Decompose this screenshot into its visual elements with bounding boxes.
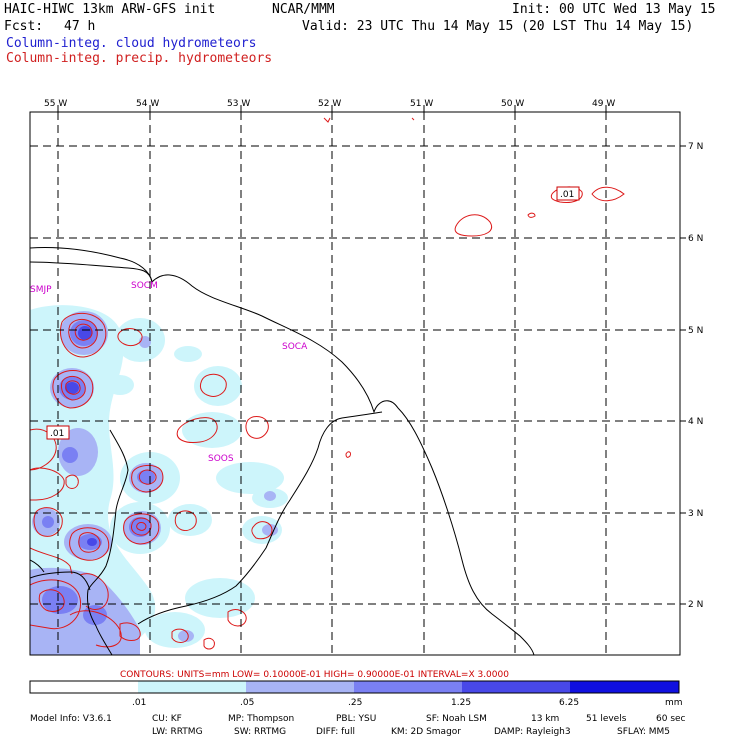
lat-label: 4 N xyxy=(688,417,703,427)
footer-sflay: SFLAY: MM5 xyxy=(617,727,670,737)
contour-label: .01 xyxy=(560,190,574,200)
field-cloud-label: Column-integ. cloud hydrometeors xyxy=(6,36,257,51)
colorbar-tick: .05 xyxy=(240,698,254,708)
forecast-label: Fcst: xyxy=(4,19,44,34)
footer-lw: LW: RRTMG xyxy=(152,727,203,737)
colorbar-unit: mm xyxy=(665,698,683,708)
footer-mp: MP: Thompson xyxy=(228,714,294,724)
contour-label: .01 xyxy=(50,429,64,439)
forecast-hour: 47 h xyxy=(64,19,96,34)
footer-km: KM: 2D Smagor xyxy=(391,727,461,737)
colorbar: .01 .05 .25 1.25 6.25 mm xyxy=(29,680,683,708)
footer-res: 13 km xyxy=(531,714,559,724)
colorbar-tick: .01 xyxy=(132,698,146,708)
footer-model-info: Model Info: V3.6.1 xyxy=(30,714,112,724)
map-frame xyxy=(29,111,681,656)
footer-sw: SW: RRTMG xyxy=(234,727,286,737)
lat-label: 7 N xyxy=(688,142,703,152)
footer-levels: 51 levels xyxy=(586,714,627,724)
lat-label: 6 N xyxy=(688,234,703,244)
footer-dt: 60 sec xyxy=(656,714,686,724)
lon-label: 49 W xyxy=(592,99,615,109)
footer-sf: SF: Noah LSM xyxy=(426,714,487,724)
colorbar-tick: 1.25 xyxy=(451,698,471,708)
lon-label: 50 W xyxy=(501,99,524,109)
footer-diff: DIFF: full xyxy=(316,727,355,737)
footer-pbl: PBL: YSU xyxy=(336,714,376,724)
org-label: NCAR/MMM xyxy=(272,2,335,17)
valid-time: Valid: 23 UTC Thu 14 May 15 (20 LST Thu … xyxy=(302,19,694,34)
contours-info: CONTOURS: UNITS=mm LOW= 0.10000E-01 HIGH… xyxy=(120,670,509,680)
station-label: SOCM xyxy=(131,281,158,291)
lon-label: 55 W xyxy=(44,99,67,109)
model-title: HAIC-HIWC 13km ARW-GFS init xyxy=(4,2,216,17)
footer-damp: DAMP: Rayleigh3 xyxy=(494,727,571,737)
lon-label: 54 W xyxy=(136,99,159,109)
station-label: SOCA xyxy=(282,342,308,352)
shaded-field xyxy=(30,112,680,655)
lon-label: 52 W xyxy=(318,99,341,109)
lat-label: 5 N xyxy=(688,326,703,336)
lon-label: 53 W xyxy=(227,99,250,109)
station-label: SMJP xyxy=(30,285,52,295)
colorbar-tick: .25 xyxy=(348,698,362,708)
init-time: Init: 00 UTC Wed 13 May 15 xyxy=(512,2,716,17)
station-label: SOOS xyxy=(208,454,234,464)
field-precip-label: Column-integ. precip. hydrometeors xyxy=(6,51,273,66)
colorbar-tick: 6.25 xyxy=(559,698,579,708)
lon-label: 51 W xyxy=(410,99,433,109)
lat-label: 3 N xyxy=(688,509,703,519)
lat-label: 2 N xyxy=(688,600,703,610)
footer-cu: CU: KF xyxy=(152,714,182,724)
